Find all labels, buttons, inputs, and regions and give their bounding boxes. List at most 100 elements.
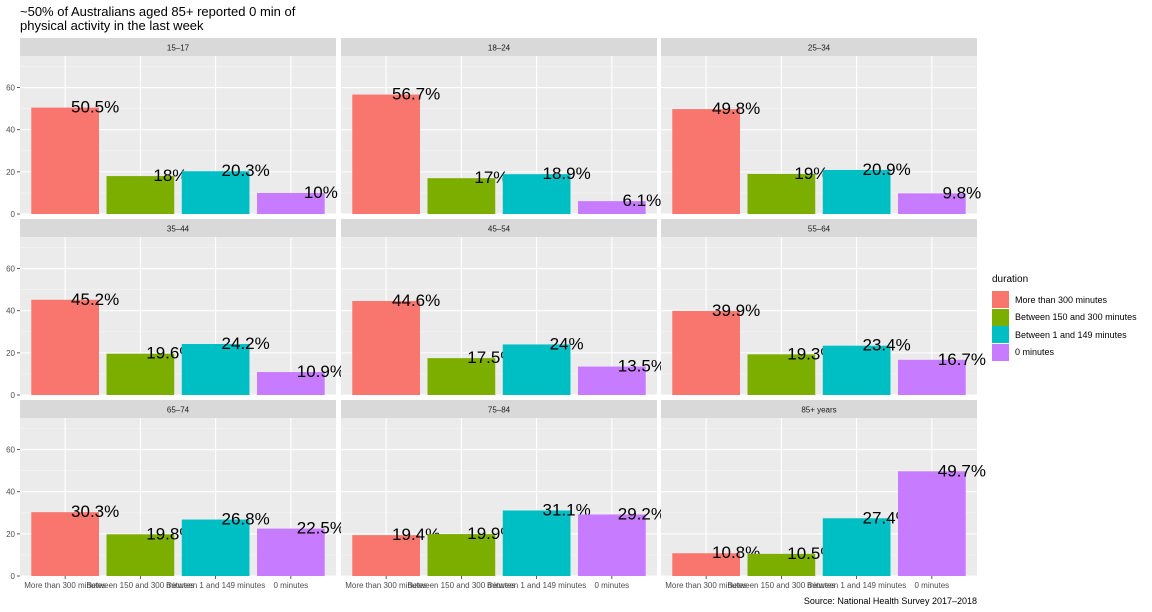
bar	[106, 353, 175, 395]
legend-swatch	[992, 291, 1009, 309]
y-tick-label: 20	[6, 349, 15, 358]
legend-item: Between 1 and 149 minutes	[992, 326, 1137, 344]
bar	[747, 354, 816, 395]
legend-item: 0 minutes	[992, 343, 1137, 362]
bar	[672, 553, 740, 576]
y-tick-label: 20	[6, 530, 15, 539]
bar	[747, 553, 816, 576]
legend: duration More than 300 minutes Between 15…	[992, 274, 1137, 361]
y-tick-label: 40	[6, 126, 15, 135]
data-label: 17%	[474, 168, 508, 187]
bar	[898, 471, 966, 576]
bar	[822, 169, 891, 214]
y-tick-label: 20	[6, 168, 15, 177]
data-label: 10.9%	[297, 362, 345, 381]
data-label: 45.2%	[71, 290, 119, 309]
bar	[106, 534, 175, 576]
facet-strip	[341, 400, 657, 418]
bar	[352, 94, 420, 214]
facet-label: 85+ years	[801, 406, 836, 415]
bar	[578, 366, 646, 395]
bar	[427, 358, 496, 395]
y-tick-label: 0	[11, 210, 16, 219]
bar	[672, 310, 740, 395]
bar	[257, 372, 325, 395]
x-tick-label: Between 1 and 149 minutes	[807, 581, 906, 590]
legend-swatch	[992, 343, 1009, 361]
bar	[822, 518, 891, 576]
y-tick-label: 60	[6, 265, 15, 274]
y-tick-label: 40	[6, 307, 15, 316]
data-label: 23.4%	[863, 336, 911, 355]
facet-strip	[20, 400, 336, 418]
facet-label: 35–44	[167, 225, 190, 234]
data-label: 20.9%	[863, 160, 911, 179]
facet-strip	[661, 219, 977, 237]
data-label: 24%	[550, 334, 584, 353]
legend-title: duration	[992, 274, 1029, 285]
bar	[352, 535, 420, 576]
x-tick-label: Between 150 and 300 minutes	[86, 581, 194, 590]
bar	[747, 173, 816, 214]
x-tick-label: Between 1 and 149 minutes	[487, 581, 586, 590]
legend-label: More than 300 minutes	[1015, 294, 1108, 305]
bar	[257, 528, 325, 576]
bar	[31, 299, 100, 395]
data-label: 19%	[794, 164, 828, 183]
facet-label: 18–24	[488, 44, 511, 53]
bar	[502, 344, 571, 395]
legend-swatch	[992, 308, 1009, 326]
data-label: 56.7%	[392, 85, 440, 104]
facet-strip	[341, 38, 657, 56]
data-label: 6.1%	[622, 191, 661, 210]
bar	[427, 534, 496, 576]
bar	[898, 193, 966, 214]
legend-item: Between 150 and 300 minutes	[992, 308, 1137, 327]
data-label: 9.8%	[942, 183, 981, 202]
bar	[352, 301, 420, 395]
data-label: 30.3%	[71, 502, 119, 521]
facet-strip	[661, 38, 977, 56]
facet-label: 45–54	[488, 225, 511, 234]
data-label: 20.3%	[222, 161, 270, 180]
data-label: 44.6%	[392, 291, 440, 310]
facet-label: 65–74	[167, 406, 190, 415]
legend-label: 0 minutes	[1015, 347, 1055, 358]
x-tick-label: Between 150 and 300 minutes	[727, 581, 835, 590]
data-label: 50.5%	[71, 98, 119, 117]
y-tick-label: 60	[6, 446, 15, 455]
bar	[578, 201, 646, 214]
y-tick-label: 0	[11, 572, 16, 581]
data-label: 39.9%	[712, 301, 760, 320]
x-tick-label: 0 minutes	[595, 581, 630, 590]
bar	[31, 512, 100, 576]
bar	[427, 178, 496, 214]
bar	[502, 174, 571, 214]
legend-label: Between 150 and 300 minutes	[1015, 312, 1137, 323]
facet-strip	[20, 219, 336, 237]
x-tick-label: 0 minutes	[915, 581, 950, 590]
bar	[181, 519, 250, 576]
y-tick-label: 0	[11, 391, 16, 400]
bar	[181, 171, 250, 214]
data-label: 49.7%	[938, 461, 986, 480]
facet-strip	[661, 400, 977, 418]
facet-label: 75–84	[488, 406, 511, 415]
x-tick-label: Between 150 and 300 minutes	[407, 581, 515, 590]
facet-label: 55–64	[808, 225, 831, 234]
data-label: 10%	[304, 183, 338, 202]
bar	[31, 107, 100, 214]
bar	[257, 192, 325, 214]
data-label: 16.7%	[938, 350, 986, 369]
data-label: 24.2%	[222, 334, 270, 353]
data-label: 18.9%	[543, 164, 591, 183]
x-tick-label: More than 300 minutes	[345, 581, 427, 590]
facet-strip	[20, 38, 336, 56]
bar	[502, 510, 571, 576]
bar	[181, 344, 250, 395]
bar	[822, 345, 891, 395]
facet-strip	[341, 219, 657, 237]
bar	[578, 514, 646, 576]
x-tick-label: Between 1 and 149 minutes	[166, 581, 265, 590]
